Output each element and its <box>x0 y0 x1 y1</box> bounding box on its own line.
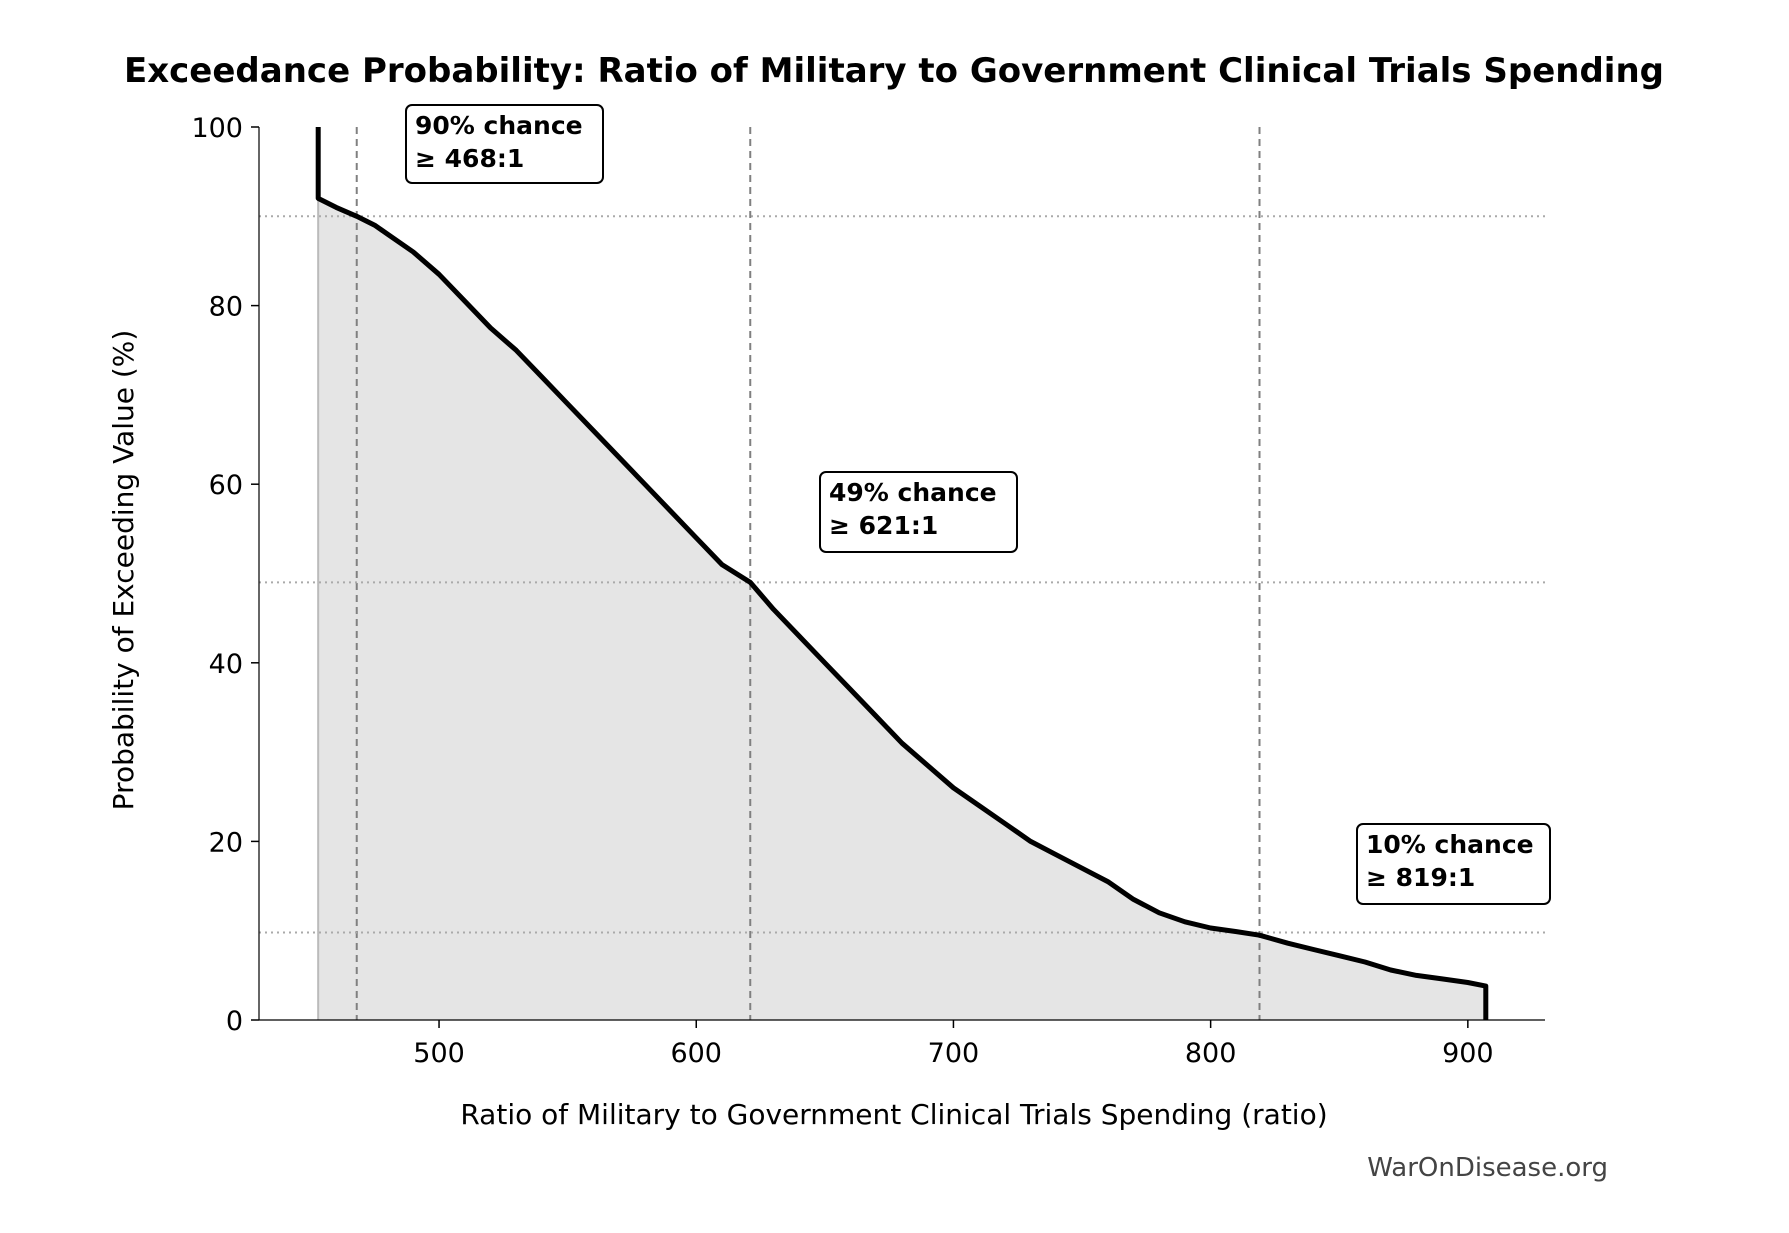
annotation-probability: 10% chance <box>1366 830 1534 859</box>
y-tick-label: 20 <box>209 827 243 858</box>
y-tick-label: 100 <box>191 113 243 144</box>
y-tick-label: 40 <box>209 649 243 680</box>
annotation-box <box>1356 823 1551 905</box>
x-tick-label: 600 <box>670 1038 722 1069</box>
annotation-ratio: ≥ 621:1 <box>829 511 938 540</box>
x-tick-label: 700 <box>928 1038 980 1069</box>
exceedance-area <box>318 127 1486 1020</box>
annotation-probability: 90% chance <box>415 111 583 140</box>
annotation-box <box>819 471 1018 553</box>
annotation-ratio: ≥ 819:1 <box>1366 863 1475 892</box>
plot-area: 500 600 700 800 900 0 20 40 60 80 100 90% chance ≥ 4… <box>191 104 1551 1069</box>
exceedance-curve <box>315 127 1489 1020</box>
y-tick-label: 80 <box>209 292 243 323</box>
x-axis-label: Ratio of Military to Government Clinical… <box>460 1098 1327 1131</box>
x-tick-label: 800 <box>1185 1038 1237 1069</box>
chart-title: Exceedance Probability: Ratio of Militar… <box>124 51 1664 91</box>
x-tick-label: 500 <box>413 1038 465 1069</box>
watermark: WarOnDisease.org <box>1367 1153 1608 1183</box>
x-tick-label: 900 <box>1442 1038 1494 1069</box>
y-tick-label: 0 <box>226 1006 243 1037</box>
y-tick-label: 60 <box>209 470 243 501</box>
annotation-probability: 49% chance <box>829 478 997 507</box>
annotation-ratio: ≥ 468:1 <box>415 144 524 173</box>
annotation-box <box>405 104 604 184</box>
y-axis-label: Probability of Exceeding Value (%) <box>107 330 140 811</box>
